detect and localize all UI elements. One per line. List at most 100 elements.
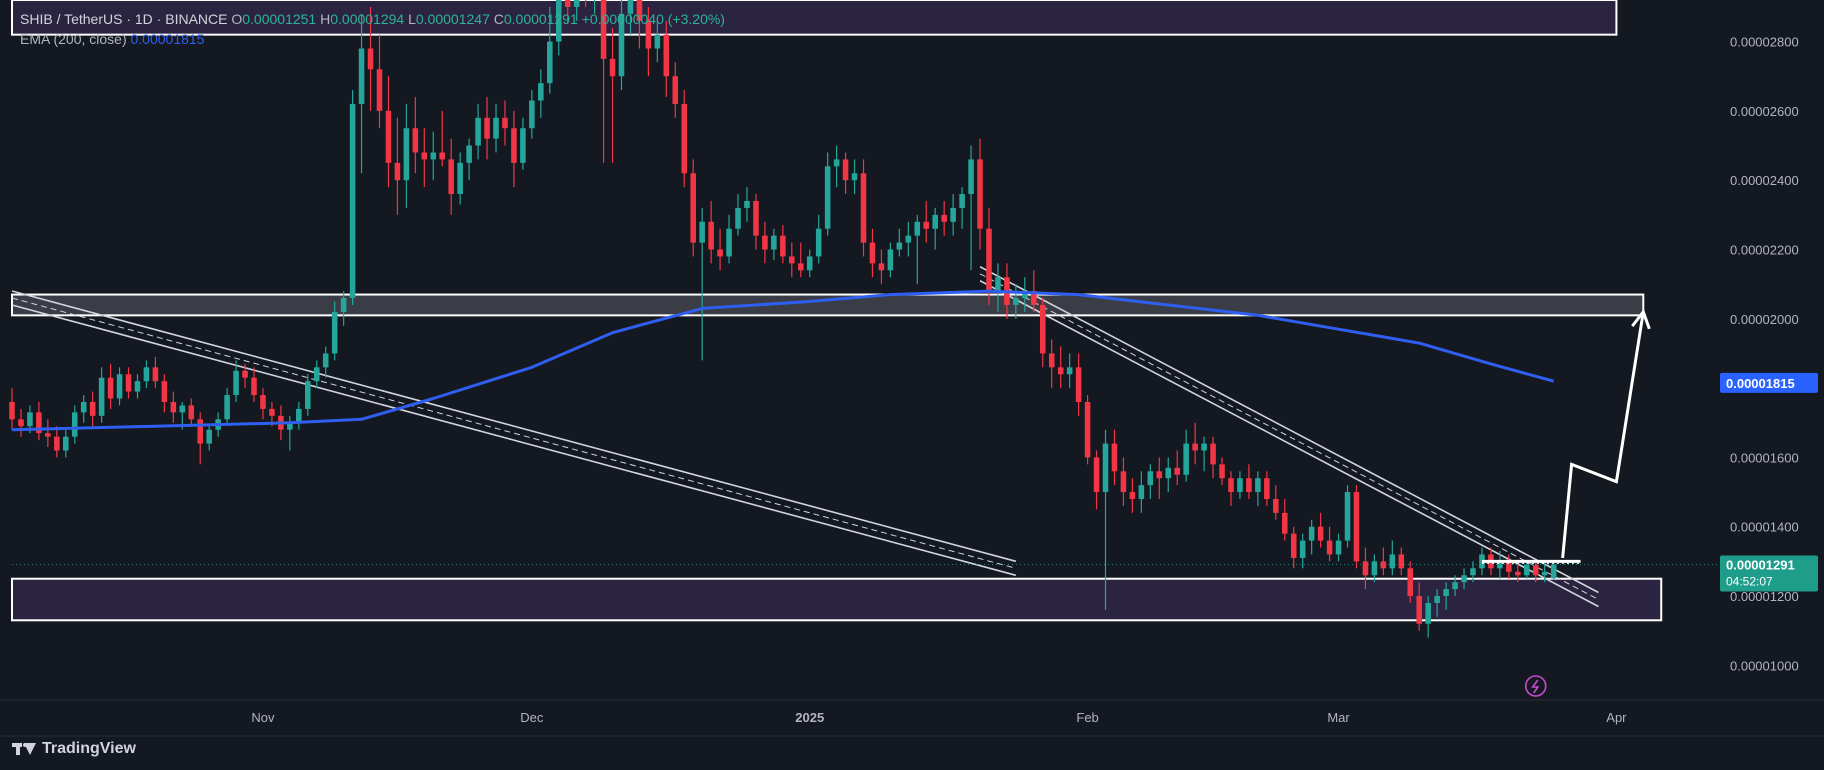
candle-body-2024-10-13[interactable] (89, 401, 96, 416)
candle-body-2024-11-20[interactable] (430, 152, 437, 160)
candle-body-2024-10-22[interactable] (170, 401, 177, 413)
candle-body-2025-03-12[interactable] (1434, 596, 1440, 603)
candle-body-2025-01-02[interactable] (815, 228, 822, 257)
descending-channel-2-center[interactable] (979, 273, 1599, 600)
candle-body-2024-12-04[interactable] (555, 0, 562, 42)
candle-body-2025-03-15[interactable] (1461, 575, 1467, 583)
candle-body-2025-01-06[interactable] (851, 173, 858, 181)
candle-body-2025-02-16[interactable] (1219, 464, 1225, 479)
candle-body-2025-02-17[interactable] (1228, 478, 1234, 493)
candle-body-2025-01-20[interactable] (977, 159, 983, 229)
candle-body-2025-01-03[interactable] (824, 166, 831, 229)
candle-body-2025-01-15[interactable] (932, 214, 938, 229)
candle-body-2024-12-30[interactable] (789, 256, 795, 264)
candle-body-2024-11-06[interactable] (305, 381, 311, 409)
resistance-zone-top[interactable] (11, 0, 1618, 36)
candle-body-2025-03-10[interactable] (1416, 596, 1422, 624)
candle-body-2024-11-28[interactable] (502, 117, 508, 129)
candle-body-2025-02-04[interactable] (1111, 443, 1118, 472)
candle-body-2024-12-23[interactable] (726, 228, 732, 257)
candle-body-2025-01-19[interactable] (968, 159, 974, 195)
candle-body-2025-01-10[interactable] (887, 249, 894, 271)
candle-body-2025-02-09[interactable] (1156, 471, 1163, 479)
candle-body-2024-10-24[interactable] (188, 405, 195, 420)
candle-body-2024-10-09[interactable] (54, 436, 60, 451)
ema-price-tag[interactable] (1720, 372, 1818, 393)
candle-body-2024-12-27[interactable] (762, 235, 768, 250)
candle-body-2024-10-30[interactable] (242, 370, 248, 378)
candle-body-2024-11-26[interactable] (484, 117, 490, 139)
candle-body-2024-10-05[interactable] (18, 419, 24, 427)
candle-body-2025-03-11[interactable] (1425, 602, 1431, 624)
candle-body-2024-12-13[interactable] (636, 0, 643, 21)
descending-channel-1-center[interactable] (11, 297, 1017, 569)
candle-body-2025-02-08[interactable] (1147, 471, 1154, 486)
candle-body-2024-12-15[interactable] (654, 34, 661, 49)
candle-body-2024-12-20[interactable] (699, 221, 705, 243)
candle-body-2025-02-28[interactable] (1326, 540, 1333, 555)
candle-body-2025-02-26[interactable] (1308, 526, 1315, 541)
candle-body-2025-03-14[interactable] (1452, 582, 1458, 590)
candle-body-2025-03-22[interactable] (1523, 564, 1530, 576)
candle-body-2025-01-16[interactable] (941, 214, 947, 222)
candle-body-2024-11-15[interactable] (385, 110, 392, 163)
candle-body-2024-11-09[interactable] (331, 311, 338, 354)
candle-body-2025-01-27[interactable] (1039, 304, 1046, 354)
candle-body-2025-01-17[interactable] (950, 207, 956, 222)
candle-body-2024-11-11[interactable] (349, 103, 356, 299)
candle-body-2025-01-26[interactable] (1031, 291, 1037, 305)
candle-body-2024-11-30[interactable] (520, 128, 526, 163)
candle-body-2024-10-04[interactable] (9, 401, 15, 420)
candle-body-2025-02-07[interactable] (1138, 485, 1145, 500)
descending-channel-2-edge-0[interactable] (979, 266, 1599, 594)
candle-body-2024-12-09[interactable] (600, 0, 607, 59)
candle-body-2024-12-02[interactable] (538, 83, 544, 101)
candle-body-2025-02-25[interactable] (1299, 540, 1306, 558)
candle-body-2025-02-14[interactable] (1201, 443, 1207, 451)
candle-body-2025-01-05[interactable] (842, 159, 849, 181)
candle-body-2024-11-19[interactable] (421, 152, 428, 160)
candle-body-2024-10-08[interactable] (45, 433, 51, 437)
candle-body-2025-01-08[interactable] (869, 242, 876, 264)
candle-body-2025-01-29[interactable] (1057, 367, 1064, 375)
candle-body-2025-03-03[interactable] (1353, 492, 1360, 562)
candle-body-2024-12-05[interactable] (564, 0, 571, 7)
candle-body-2024-12-12[interactable] (627, 0, 634, 14)
candle-body-2024-11-04[interactable] (287, 422, 293, 430)
candle-body-2025-01-28[interactable] (1048, 353, 1055, 368)
candle-body-2024-11-27[interactable] (493, 117, 499, 139)
candle-body-2024-10-16[interactable] (116, 374, 123, 399)
candle-body-2025-01-30[interactable] (1066, 367, 1073, 375)
candle-body-2024-11-25[interactable] (475, 117, 481, 146)
candle-body-2025-03-01[interactable] (1335, 540, 1342, 555)
candle-body-2025-03-19[interactable] (1497, 561, 1503, 569)
candle-body-2025-02-10[interactable] (1165, 467, 1172, 479)
candle-body-2024-10-26[interactable] (206, 429, 212, 444)
candle-body-2025-01-12[interactable] (905, 235, 912, 243)
ema-200-line[interactable] (11, 289, 1555, 432)
candle-body-2024-12-10[interactable] (609, 58, 616, 77)
candle-body-2024-10-07[interactable] (36, 412, 42, 434)
candle-body-2024-11-07[interactable] (313, 367, 320, 382)
candle-body-2025-03-02[interactable] (1344, 492, 1351, 541)
candle-body-2025-01-04[interactable] (833, 159, 840, 167)
candle-body-2024-12-22[interactable] (717, 249, 723, 257)
candle-body-2024-11-14[interactable] (376, 69, 383, 111)
candle-body-2024-12-18[interactable] (681, 103, 688, 174)
candle-body-2024-10-11[interactable] (71, 412, 78, 437)
candle-body-2024-10-15[interactable] (107, 377, 114, 399)
candle-body-2024-11-29[interactable] (511, 128, 517, 163)
candle-body-2025-02-20[interactable] (1255, 478, 1261, 493)
candle-body-2025-02-27[interactable] (1317, 526, 1324, 541)
tradingview-brand[interactable]: TradingView (12, 740, 136, 758)
descending-channel-2-edge-1[interactable] (979, 280, 1599, 608)
candle-body-2024-10-14[interactable] (98, 377, 105, 416)
candle-body-2025-02-01[interactable] (1084, 401, 1091, 458)
candle-body-2024-12-26[interactable] (753, 200, 759, 236)
candle-body-2024-12-28[interactable] (771, 235, 777, 250)
candle-body-2024-11-22[interactable] (448, 159, 454, 195)
symbol-title[interactable]: SHIB / TetherUS · 1D · BINANCE (20, 11, 228, 27)
candle-body-2025-02-15[interactable] (1210, 443, 1216, 465)
candle-body-2025-03-06[interactable] (1380, 561, 1387, 569)
candle-body-2025-02-19[interactable] (1246, 478, 1252, 493)
